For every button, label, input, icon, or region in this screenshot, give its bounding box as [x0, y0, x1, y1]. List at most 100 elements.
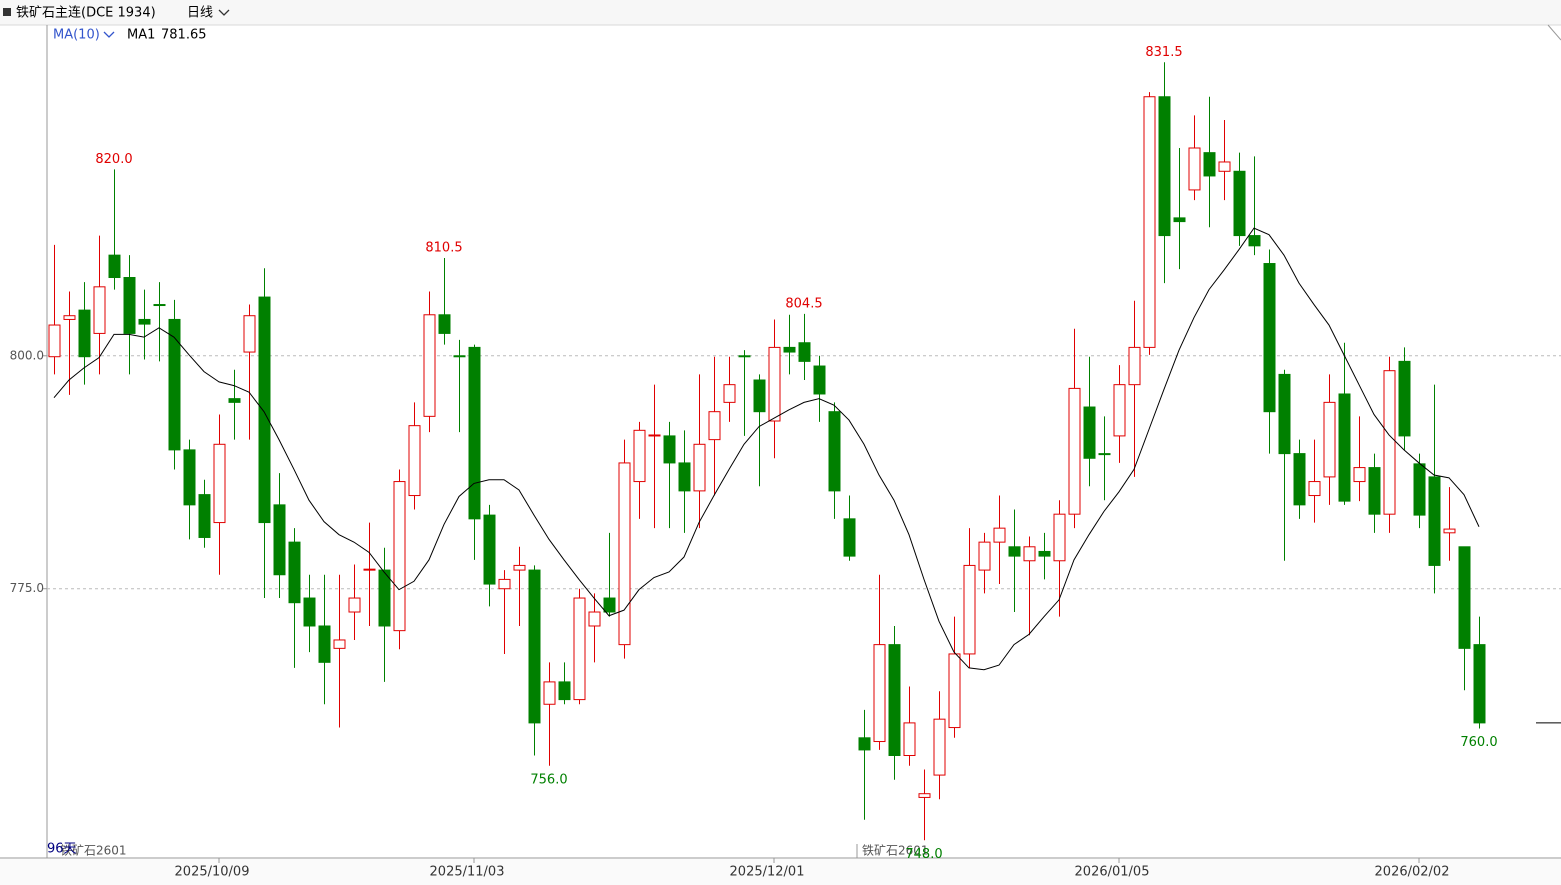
candle-body [318, 625, 331, 663]
candle-body [903, 722, 916, 757]
candle-body [1308, 481, 1321, 497]
candle-body [588, 611, 601, 627]
y-tick-label: 775.0 [10, 581, 44, 595]
candle-body [633, 429, 646, 483]
candle-body [438, 314, 451, 334]
x-tick-label: 2025/11/03 [430, 865, 505, 880]
extreme-label: 756.0 [530, 772, 567, 787]
candle-body [1218, 161, 1231, 172]
candle-body [273, 504, 286, 576]
candle-body [348, 597, 361, 613]
candle-body [1203, 152, 1216, 177]
x-tick-label: 2026/01/05 [1075, 865, 1150, 880]
candle-body [558, 681, 571, 701]
candle-body [1383, 370, 1396, 515]
extreme-label: 760.0 [1460, 735, 1497, 750]
candle-body [723, 384, 736, 403]
candle-body [738, 355, 751, 358]
candle-body [1398, 360, 1411, 437]
contract-label: 铁矿石2601 [862, 844, 929, 858]
candle-body [1353, 467, 1366, 483]
candle-body [678, 462, 691, 492]
candle-body [798, 342, 811, 362]
candle-body [813, 365, 826, 395]
candle-body [888, 644, 901, 757]
ma-line [53, 227, 1480, 671]
indicator-selector[interactable]: MA(10) [53, 28, 100, 43]
candle-body [1113, 384, 1126, 437]
x-tick-label: 2026/02/02 [1375, 865, 1450, 880]
candle-body [1413, 463, 1426, 516]
candle-body [168, 318, 181, 451]
candle-body [768, 346, 781, 422]
candle-body [1068, 387, 1081, 515]
header-bar [0, 0, 1561, 25]
candle-body [603, 597, 616, 613]
candle-body [1098, 453, 1111, 456]
candle-body [573, 597, 586, 701]
candle-body [1293, 453, 1306, 506]
candle-body [648, 434, 661, 437]
y-tick-label: 800.0 [10, 348, 44, 362]
candle-body [393, 481, 406, 632]
period-selector[interactable]: 日线 [187, 6, 213, 21]
candle-body [1083, 406, 1096, 459]
extreme-label: 748.0 [905, 847, 942, 862]
chart-title: 铁矿石主连(DCE 1934) [16, 5, 156, 21]
candle-body [528, 569, 541, 724]
candle-body [1158, 96, 1171, 237]
candle-body [363, 568, 376, 571]
corner-mark [1547, 24, 1561, 41]
candle-body [663, 435, 676, 464]
candle-body [843, 518, 856, 557]
candle-body [543, 681, 556, 705]
candle-body [1458, 546, 1471, 649]
candle-body [213, 443, 226, 524]
candle-body [933, 718, 946, 776]
candle-body [138, 318, 151, 325]
candle-body [78, 309, 91, 358]
date-strip [0, 859, 1561, 885]
candle-body [228, 398, 241, 403]
candle-body [1188, 147, 1201, 191]
candle-body [978, 541, 991, 571]
candle-body [123, 277, 136, 334]
candle-body [378, 569, 391, 627]
candle-body [243, 315, 256, 353]
candle-body [108, 254, 121, 279]
candle-body [618, 462, 631, 646]
candle-body [468, 346, 481, 520]
candle-body [1128, 346, 1141, 386]
candle-body [963, 564, 976, 655]
candle-body [1368, 467, 1381, 515]
candle-body [1248, 235, 1261, 247]
candle-body [498, 578, 511, 590]
x-tick-label: 2025/10/09 [175, 865, 250, 880]
candle-body [693, 443, 706, 492]
candle-body [183, 449, 196, 506]
candle-body [408, 425, 421, 497]
candle-body [1038, 550, 1051, 557]
candle-body [198, 494, 211, 538]
candle-body [423, 314, 436, 417]
contract-label: 铁矿石2601 [60, 844, 127, 858]
candle-body [1323, 401, 1336, 478]
candle-body [1023, 546, 1036, 562]
candle-body [918, 793, 931, 798]
candle-body [1263, 263, 1276, 413]
candle-body [1233, 170, 1246, 237]
candle-body [948, 653, 961, 729]
indicator-dropdown-icon[interactable] [103, 31, 115, 38]
candle-body [708, 411, 721, 441]
extreme-label: 804.5 [785, 296, 822, 311]
extreme-label: 810.5 [425, 240, 462, 255]
candle-body [288, 541, 301, 604]
extreme-label: 831.5 [1145, 45, 1182, 60]
candle-body [48, 324, 61, 358]
extreme-label: 820.0 [95, 152, 132, 167]
candle-body [783, 346, 796, 353]
ma-legend-value: 781.65 [161, 28, 207, 43]
period-dropdown-icon[interactable] [218, 9, 230, 16]
